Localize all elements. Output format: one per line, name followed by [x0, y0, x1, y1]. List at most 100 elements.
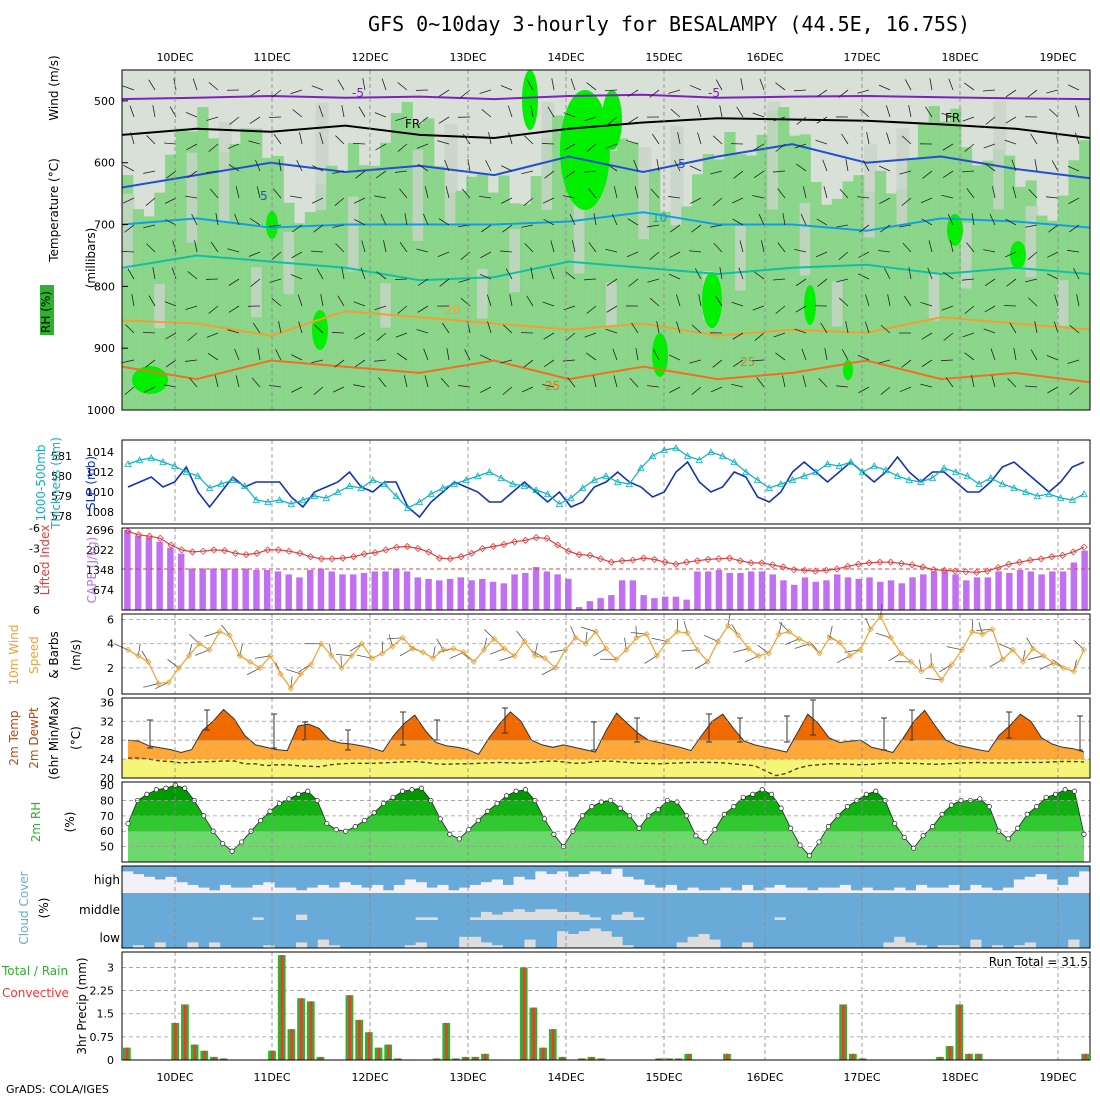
rh-dry-patch	[799, 202, 813, 276]
ylabel-cape: CAPE (J/kg)	[85, 537, 99, 604]
thickness-marker	[1033, 492, 1042, 499]
wind-barb	[337, 79, 345, 91]
day-label-bottom: 13DEC	[449, 1071, 486, 1084]
wind-barb	[278, 321, 282, 334]
cloud-high-cell	[589, 871, 601, 893]
wind-barb	[1053, 321, 1059, 334]
rh-marker	[721, 811, 727, 817]
cloud-high-cell	[611, 868, 623, 893]
wind-speed-marker	[643, 631, 650, 638]
wind-speed-marker	[1050, 659, 1057, 667]
thickness-line	[127, 447, 1085, 509]
cape-bar	[436, 580, 443, 610]
precip-convective-bar	[271, 1050, 274, 1060]
wind-barb	[605, 328, 618, 334]
wind-barb	[775, 305, 786, 314]
wind-barb	[920, 197, 933, 204]
li-marker	[715, 555, 723, 563]
rh-shading	[1068, 160, 1080, 410]
rh-shading	[347, 142, 360, 411]
cloud-middle-cell	[589, 917, 601, 920]
thickness-marker	[509, 480, 517, 487]
li-marker	[833, 565, 841, 573]
precip-convective-bar	[677, 1058, 681, 1060]
cloud-high-cell	[1035, 874, 1047, 893]
wind-barb	[565, 271, 576, 280]
thickness-marker	[730, 458, 738, 465]
wind-barb	[567, 377, 576, 388]
rh-shading	[982, 160, 994, 410]
cape-bar	[350, 574, 357, 610]
wind-barb	[694, 268, 702, 280]
precip-convective-bar	[687, 1053, 690, 1060]
wind-barb	[146, 243, 156, 253]
wind-barb	[584, 278, 597, 281]
wind-barb	[983, 89, 996, 92]
wind-barb	[697, 132, 702, 145]
precip-bg	[122, 952, 1090, 1060]
wind-barb	[1074, 132, 1080, 145]
wind-barb	[480, 386, 492, 393]
cloud-middle-cell	[491, 914, 503, 920]
rh-shading	[122, 175, 134, 410]
wind-barb	[773, 278, 786, 281]
precip-convective-bar	[561, 1056, 564, 1060]
precip-convective-bar	[861, 1058, 864, 1060]
wind-barb	[822, 159, 828, 172]
wind-barb	[249, 89, 261, 97]
rh-marker	[229, 848, 235, 854]
wind-barb	[983, 249, 996, 253]
wind-barb	[866, 132, 870, 145]
cloud-high-cell	[470, 884, 482, 893]
rh-marker	[466, 827, 472, 833]
wind-barb	[187, 332, 198, 341]
wind-speed-marker	[674, 628, 681, 635]
wind-barb	[505, 268, 513, 280]
wind-barb	[227, 143, 240, 149]
slp-tick: 1014	[86, 446, 114, 459]
wind-speed-marker	[826, 634, 833, 641]
rh-dry-patch	[767, 101, 781, 210]
cape-bar	[317, 568, 325, 610]
li-marker	[725, 554, 734, 562]
wind-barb	[521, 170, 534, 175]
rh-dry-patch	[1057, 280, 1071, 326]
wind-barb	[551, 78, 555, 91]
day-label-top: 12DEC	[351, 51, 388, 64]
rh-shading	[627, 142, 639, 410]
cape-bar	[565, 578, 572, 610]
wind-barb	[899, 170, 912, 175]
wind-speed-marker	[328, 652, 335, 659]
ylabel-rh-units: (%)	[63, 812, 77, 833]
wind-barb	[606, 163, 618, 172]
wind-barb	[795, 305, 807, 313]
cloud-high-cell	[883, 890, 895, 893]
wind-barb	[214, 375, 219, 388]
wind-barb	[397, 82, 408, 91]
li-marker	[704, 555, 712, 563]
wind-barb	[235, 186, 240, 199]
wind-barb	[395, 116, 408, 121]
cloud-low-cell	[948, 945, 960, 948]
thickness-marker	[380, 480, 389, 487]
wind-barb-10m	[356, 654, 373, 659]
wind-barb	[607, 116, 618, 125]
wind-barb	[544, 170, 555, 179]
wind-barb	[1067, 359, 1080, 364]
rh-marker	[740, 794, 746, 800]
thickness-marker	[567, 494, 575, 501]
rh-dry-patch	[122, 193, 135, 270]
wind-barb	[312, 165, 324, 172]
thickness-marker	[963, 472, 972, 479]
day-label-bottom: 15DEC	[645, 1071, 682, 1084]
thickness-marker	[310, 492, 319, 499]
thickness-marker	[882, 466, 890, 473]
thickness-marker	[240, 482, 249, 489]
li-marker	[457, 553, 465, 561]
ylabel-minmax: (6hr Min/Max)	[47, 696, 61, 780]
li-marker	[521, 536, 530, 544]
cloud-middle-cell	[611, 914, 623, 920]
wind-speed-marker	[419, 649, 427, 656]
temp-tick: 28	[100, 734, 114, 747]
wind-barb	[549, 267, 555, 280]
